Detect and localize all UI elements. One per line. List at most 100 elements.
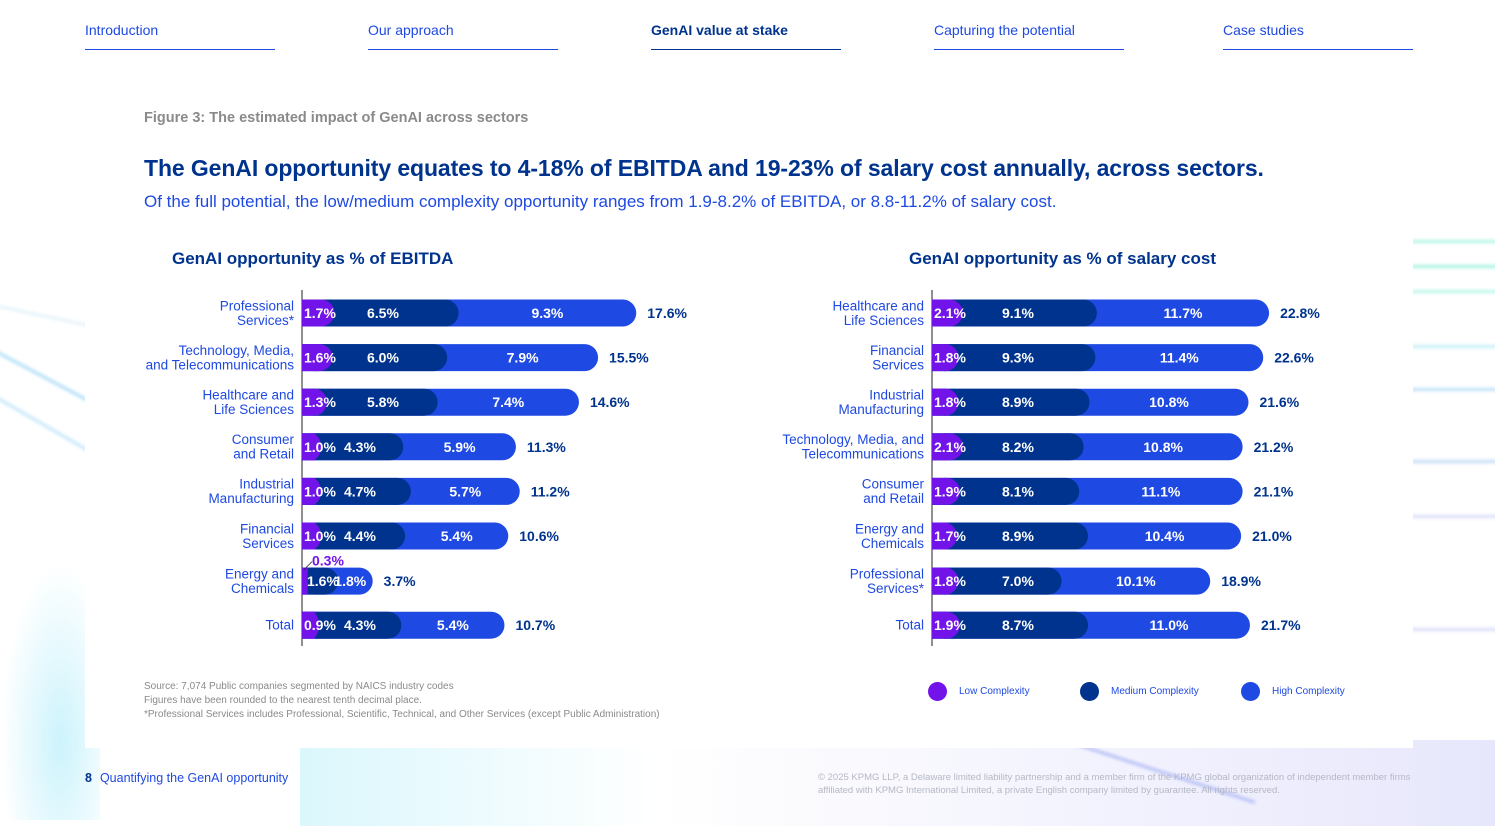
bar-segment-low-base: [302, 344, 316, 372]
source-notes: Source: 7,074 Public companies segmented…: [144, 680, 660, 722]
source-note: Source: 7,074 Public companies segmented…: [144, 681, 454, 692]
chart-title-ebitda: GenAI opportunity as % of EBITDA: [172, 249, 454, 268]
category-label: Industrial: [869, 387, 924, 402]
total-label: 22.6%: [1274, 350, 1314, 366]
value-label-medium: 6.5%: [367, 305, 399, 321]
category-label: Total: [265, 618, 294, 633]
bar-segment-medium: [932, 611, 1089, 639]
value-label-low: 2.1%: [934, 305, 966, 321]
legend-item-low: Low Complexity: [928, 682, 1030, 701]
bar-segment-low-base: [932, 522, 946, 550]
category-label: Professional: [850, 566, 924, 581]
nav-tab-label: Capturing the potential: [934, 22, 1075, 38]
figure-label: Figure 3: The estimated impact of GenAI …: [144, 110, 529, 126]
total-label: 17.6%: [647, 305, 687, 321]
value-label-high: 7.9%: [507, 350, 539, 366]
value-label-low: 1.9%: [934, 483, 966, 499]
value-label-medium: 8.2%: [1002, 439, 1034, 455]
value-label-high: 5.4%: [441, 528, 473, 544]
value-label-low: 1.8%: [934, 350, 966, 366]
total-label: 21.0%: [1252, 528, 1292, 544]
bar-segment-low-base: [302, 611, 316, 639]
bar-segment-medium: [302, 433, 404, 461]
value-label-low: 1.8%: [934, 573, 966, 589]
value-label-low: 2.1%: [934, 439, 966, 455]
value-label-medium: 5.8%: [367, 394, 399, 410]
bar-segment-medium: [932, 522, 1089, 550]
value-label-high: 1.8%: [334, 573, 366, 589]
value-label-medium: 9.3%: [1002, 350, 1034, 366]
bar-segment-medium: [932, 433, 1084, 461]
bar-segment-low-base: [932, 433, 946, 461]
value-label-high: 11.1%: [1141, 483, 1180, 499]
nav-tab-case-studies[interactable]: Case studies: [1223, 22, 1413, 50]
category-label: and Retail: [863, 491, 924, 506]
value-label-medium: 4.3%: [344, 439, 376, 455]
value-label-medium: 7.0%: [1002, 573, 1034, 589]
category-label: Chemicals: [231, 581, 294, 596]
page-number: 8: [85, 771, 92, 785]
value-label-high: 11.0%: [1150, 617, 1189, 633]
value-label-high: 9.3%: [531, 305, 563, 321]
bar-row: Technology, Media,and Telecommunications…: [146, 343, 650, 373]
value-label-low: 1.0%: [304, 439, 336, 455]
total-label: 3.7%: [384, 573, 416, 589]
category-label: Manufacturing: [208, 491, 294, 506]
legend-swatch-high: [1241, 682, 1260, 701]
bar-segment-low-base: [302, 388, 316, 416]
category-label: Life Sciences: [214, 402, 295, 417]
category-label: Energy and: [855, 521, 924, 536]
value-label-medium: 6.0%: [367, 350, 399, 366]
figure-headline: The GenAI opportunity equates to 4-18% o…: [144, 155, 1264, 181]
nav-tab-our-approach[interactable]: Our approach: [368, 22, 558, 50]
section-name: Quantifying the GenAI opportunity: [99, 771, 289, 785]
category-label: and Telecommunications: [146, 357, 295, 372]
value-label-high: 7.4%: [492, 394, 524, 410]
nav-tab-capturing-the-potential[interactable]: Capturing the potential: [934, 22, 1124, 50]
nav-tab-label: GenAI value at stake: [651, 22, 788, 38]
total-label: 10.7%: [515, 617, 555, 633]
value-label-high: 5.7%: [449, 483, 481, 499]
bar-segment-medium: [302, 611, 402, 639]
value-label-medium: 9.1%: [1002, 305, 1034, 321]
category-label: Consumer: [862, 477, 925, 492]
bar-segment-low-base: [302, 477, 316, 505]
value-label-high: 10.8%: [1143, 439, 1183, 455]
category-label: Telecommunications: [802, 447, 925, 462]
bar-row: Technology, Media, andTelecommunications…: [782, 432, 1293, 462]
footnote: *Professional Services includes Professi…: [144, 709, 660, 720]
bar-segment-medium: [932, 477, 1080, 505]
value-label-low: 0.9%: [304, 617, 336, 633]
category-label: Financial: [870, 343, 924, 358]
rounding-note: Figures have been rounded to the nearest…: [144, 695, 422, 706]
legend-item-medium: Medium Complexity: [1080, 682, 1199, 701]
category-label: Services*: [867, 581, 925, 596]
value-label-medium: 8.1%: [1002, 483, 1034, 499]
bar-row: Total 0.9% 4.3% 5.4% 10.7%: [265, 611, 556, 639]
category-label: Financial: [240, 521, 294, 536]
value-label-medium: 4.4%: [344, 528, 376, 544]
bar-segment-medium: [932, 567, 1062, 595]
bar-segment-medium: [302, 522, 406, 550]
nav-tab-label: Case studies: [1223, 22, 1304, 38]
value-label-medium: 8.7%: [1002, 617, 1034, 633]
legend-label: High Complexity: [1272, 686, 1345, 697]
nav-tab-introduction[interactable]: Introduction: [85, 22, 275, 50]
bar-segment-medium: [302, 299, 459, 327]
nav-tab-label: Our approach: [368, 22, 454, 38]
legend-swatch-medium: [1080, 682, 1099, 701]
nav-tab-genai-value-at-stake[interactable]: GenAI value at stake: [651, 22, 841, 50]
total-label: 22.8%: [1280, 305, 1320, 321]
category-label: Healthcare and: [832, 298, 924, 313]
bar-segment-medium: [302, 388, 438, 416]
